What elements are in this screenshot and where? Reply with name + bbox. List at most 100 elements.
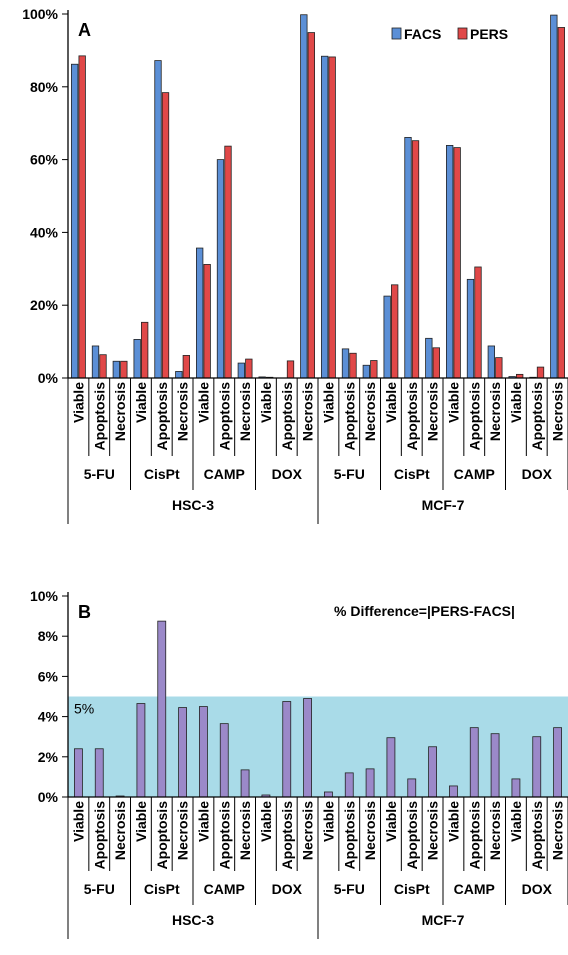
y-tick-label: 8%	[38, 628, 59, 644]
bar-pers-20	[496, 358, 503, 378]
legend-swatch-facs	[392, 28, 401, 39]
category-label-3: Viable	[133, 382, 149, 423]
category-label-11: Necrosis	[300, 382, 316, 441]
bar-difference-10	[283, 702, 291, 797]
bar-difference-22	[533, 737, 541, 797]
category-label-10: Apoptosis	[279, 382, 295, 451]
bar-facs-12	[321, 56, 328, 378]
treatment-label-2: CAMP	[204, 466, 245, 482]
y-tick-label: 80%	[30, 79, 59, 95]
category-label-16: Apoptosis	[404, 801, 420, 870]
y-tick-label: 2%	[38, 749, 59, 765]
category-label-2: Necrosis	[112, 382, 128, 441]
category-label-23: Necrosis	[550, 801, 566, 860]
treatment-label-1: CisPt	[144, 466, 180, 482]
category-label-21: Viable	[508, 382, 524, 423]
category-label-21: Viable	[508, 801, 524, 842]
y-tick-label: 0%	[38, 370, 59, 386]
bar-facs-15	[384, 296, 391, 378]
bar-facs-14	[363, 365, 370, 378]
y-tick-label: 100%	[22, 6, 58, 22]
category-label-17: Necrosis	[425, 801, 441, 860]
bar-difference-12	[324, 792, 332, 797]
category-label-23: Necrosis	[550, 382, 566, 441]
y-tick-label: 6%	[38, 668, 59, 684]
panel-b: 5%0%2%4%6%8%10%Viable Apoptosis Necrosis Vi…	[30, 588, 568, 939]
bar-facs-19	[467, 279, 474, 378]
category-label-7: Apoptosis	[216, 382, 232, 451]
bar-facs-18	[446, 145, 453, 378]
bar-difference-11	[304, 699, 312, 797]
bar-difference-21	[512, 779, 520, 797]
category-label-4: Apoptosis	[154, 801, 170, 870]
panel-label-a: A	[78, 20, 91, 40]
category-label-1: Apoptosis	[91, 382, 107, 451]
category-label-14: Necrosis	[362, 801, 378, 860]
bar-facs-3	[134, 339, 141, 378]
treatment-label-3: DOX	[272, 466, 303, 482]
bar-pers-15	[391, 285, 398, 378]
category-label-8: Necrosis	[237, 382, 253, 441]
bar-pers-10	[287, 361, 294, 378]
category-label-8: Necrosis	[237, 801, 253, 860]
bar-difference-4	[158, 621, 166, 797]
category-label-20: Necrosis	[487, 801, 503, 860]
bar-pers-14	[371, 361, 378, 378]
category-label-9: Viable	[258, 801, 274, 842]
bar-facs-8	[238, 363, 245, 378]
bar-difference-3	[137, 704, 145, 797]
category-label-0: Viable	[70, 382, 86, 423]
bar-pers-8	[246, 359, 253, 378]
bar-difference-0	[74, 749, 82, 797]
category-label-3: Viable	[133, 801, 149, 842]
category-label-19: Apoptosis	[466, 801, 482, 870]
category-label-9: Viable	[258, 382, 274, 423]
bar-difference-18	[449, 786, 457, 797]
treatment-label-6: CAMP	[454, 881, 495, 897]
treatment-label-2: CAMP	[204, 881, 245, 897]
category-label-10: Apoptosis	[279, 801, 295, 870]
bar-pers-2	[121, 361, 128, 378]
y-tick-label: 0%	[38, 789, 59, 805]
treatment-label-4: 5-FU	[334, 466, 365, 482]
bar-facs-11	[301, 15, 308, 378]
bar-facs-23	[551, 15, 558, 378]
bar-difference-7	[220, 724, 228, 797]
bar-pers-17	[433, 348, 440, 378]
bar-difference-6	[199, 707, 207, 797]
panel-title: % Difference=|PERS-FACS|	[334, 603, 515, 619]
bar-facs-2	[113, 361, 120, 378]
bar-facs-0	[71, 64, 78, 378]
treatment-label-4: 5-FU	[334, 881, 365, 897]
bar-difference-20	[491, 734, 499, 797]
category-label-13: Apoptosis	[341, 801, 357, 870]
bar-pers-0	[79, 56, 86, 378]
bar-difference-8	[241, 770, 249, 797]
bar-difference-1	[95, 749, 103, 797]
category-label-13: Apoptosis	[341, 382, 357, 451]
category-label-19: Apoptosis	[466, 382, 482, 451]
category-label-6: Viable	[195, 801, 211, 842]
bar-facs-16	[405, 137, 412, 378]
legend-label-pers: PERS	[470, 26, 508, 42]
category-label-11: Necrosis	[300, 801, 316, 860]
bar-facs-17	[426, 338, 433, 378]
category-label-16: Apoptosis	[404, 382, 420, 451]
category-label-1: Apoptosis	[91, 801, 107, 870]
bar-pers-3	[141, 322, 148, 378]
treatment-label-3: DOX	[272, 881, 303, 897]
category-label-22: Apoptosis	[529, 801, 545, 870]
bar-facs-13	[342, 349, 349, 378]
category-label-12: Viable	[320, 801, 336, 842]
bar-pers-11	[308, 33, 315, 378]
bar-difference-16	[408, 779, 416, 797]
category-label-4: Apoptosis	[154, 382, 170, 451]
y-tick-label: 10%	[30, 588, 59, 604]
bar-difference-5	[179, 708, 187, 797]
treatment-label-7: DOX	[522, 466, 553, 482]
bar-pers-7	[225, 146, 232, 378]
bar-facs-7	[217, 160, 224, 378]
cell-line-label-1: MCF-7	[422, 497, 465, 513]
bar-difference-19	[470, 728, 478, 797]
bar-difference-13	[345, 773, 353, 797]
